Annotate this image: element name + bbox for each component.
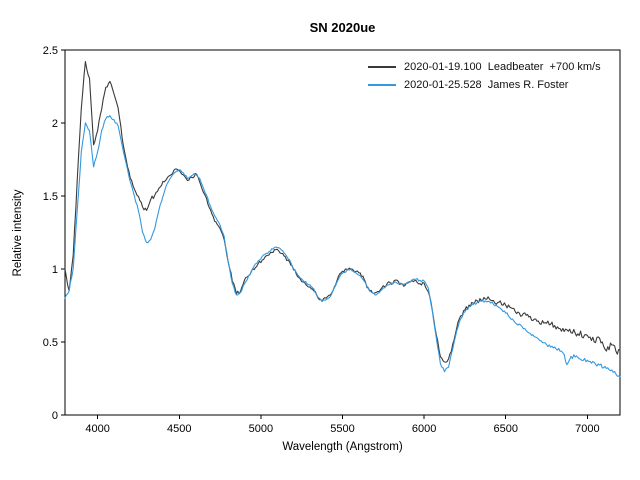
svg-text:2.5: 2.5: [43, 45, 58, 57]
legend-line-sample-dark: [368, 66, 396, 68]
legend-line-sample-blue: [368, 84, 396, 86]
svg-text:5000: 5000: [249, 423, 273, 435]
y-axis-label: Relative intensity: [12, 189, 24, 277]
svg-text:6000: 6000: [412, 423, 436, 435]
svg-text:2: 2: [52, 118, 58, 130]
svg-text:0.5: 0.5: [43, 337, 58, 349]
legend-item: 2020-01-25.528 James R. Foster: [368, 78, 601, 92]
svg-text:1.5: 1.5: [43, 191, 58, 203]
legend-item-label: 2020-01-25.528 James R. Foster: [404, 79, 569, 91]
svg-text:6500: 6500: [493, 423, 517, 435]
svg-text:4500: 4500: [167, 423, 191, 435]
svg-text:1: 1: [52, 264, 58, 276]
legend-item-label: 2020-01-19.100 Leadbeater +700 km/s: [404, 61, 601, 73]
svg-text:0: 0: [52, 410, 58, 422]
chart-title: SN 2020ue: [309, 20, 376, 35]
svg-text:7000: 7000: [575, 423, 599, 435]
svg-text:4000: 4000: [85, 423, 109, 435]
x-axis-label: Wavelength (Angstrom): [282, 441, 403, 453]
svg-text:5500: 5500: [330, 423, 354, 435]
legend-item: 2020-01-19.100 Leadbeater +700 km/s: [368, 60, 601, 74]
legend: 2020-01-19.100 Leadbeater +700 km/s 2020…: [368, 60, 601, 92]
